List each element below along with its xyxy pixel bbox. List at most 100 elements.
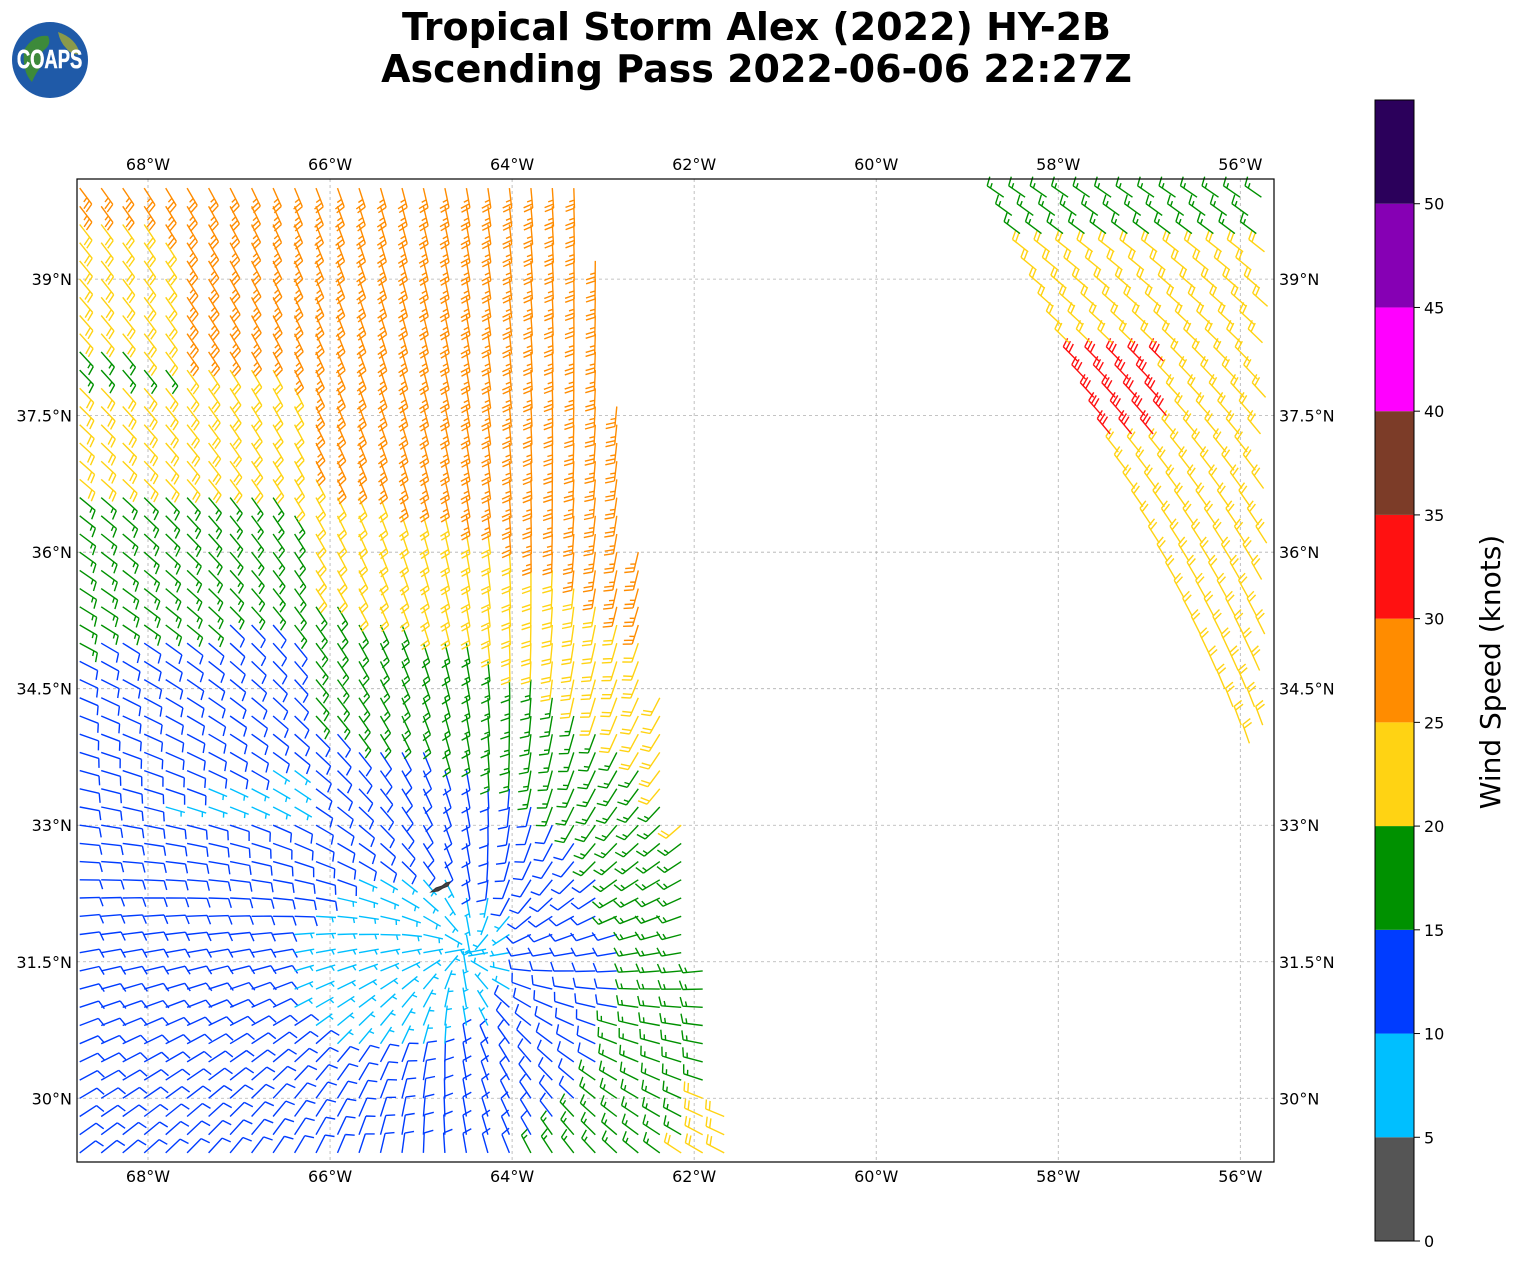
wind-barb [208, 296, 220, 323]
wind-barb [572, 977, 596, 990]
wind-barb [592, 879, 618, 893]
wind-barb [599, 715, 618, 736]
wind-barb [460, 297, 471, 323]
wind-barb [444, 948, 465, 955]
wind-barb [557, 1058, 575, 1081]
wind-barb [1059, 194, 1077, 216]
wind-barb [314, 206, 324, 232]
wind-barb [521, 606, 532, 631]
wind-barb [186, 224, 199, 250]
wind-barb [272, 679, 288, 703]
wind-barb [357, 497, 368, 523]
wind-barb [377, 388, 388, 414]
wind-barb [79, 187, 93, 213]
wind-barb [564, 315, 575, 340]
wind-barb [1029, 176, 1047, 198]
wind-barb [637, 995, 660, 1008]
wind-barb [514, 843, 532, 863]
wind-barb [186, 260, 199, 286]
wind-barb [101, 914, 126, 924]
wind-barb [143, 1103, 169, 1118]
wind-barb [358, 1011, 376, 1027]
wind-barb [444, 1038, 455, 1062]
wind-barb [1054, 230, 1072, 253]
wind-barb [165, 569, 182, 593]
chart-title-line-2: Ascending Pass 2022-06-06 22:27Z [381, 47, 1132, 91]
wind-barb [378, 460, 388, 487]
wind-barb [401, 1095, 416, 1117]
wind-barb [422, 824, 434, 851]
wind-barb [208, 497, 222, 522]
wind-barb [514, 1003, 532, 1027]
wind-barb [422, 973, 439, 990]
wind-barb [122, 1017, 148, 1027]
wind-barb [460, 260, 471, 286]
wind-barb [502, 206, 513, 231]
wind-barb [273, 915, 297, 926]
wind-barb [1020, 248, 1037, 271]
wind-barb [122, 533, 139, 557]
wind-barb [462, 1109, 472, 1135]
wind-barb [377, 260, 388, 287]
wind-barb [602, 624, 618, 646]
wind-barb [315, 406, 326, 432]
wind-barb [315, 770, 332, 793]
wind-barb [481, 661, 491, 686]
wind-barb [564, 333, 575, 358]
wind-barb [584, 479, 596, 503]
wind-barb [460, 187, 471, 213]
wind-barb [79, 260, 93, 285]
wind-barb [1182, 590, 1193, 617]
wind-barb [422, 715, 432, 742]
wind-barb [523, 260, 534, 286]
wind-barb [337, 897, 358, 907]
wind-barb [521, 624, 532, 649]
wind-barb [272, 278, 283, 305]
wind-barb [1218, 212, 1236, 235]
wind-barb [356, 351, 367, 378]
wind-barb [559, 697, 575, 719]
wind-barb [294, 1117, 315, 1136]
wind-barb [293, 315, 304, 341]
wind-barb [543, 297, 554, 322]
wind-barb [401, 961, 421, 972]
wind-barb [523, 242, 534, 268]
wind-barb [502, 315, 513, 341]
wind-barb [357, 406, 367, 432]
wind-barb [1145, 194, 1163, 216]
wind-barb [250, 351, 263, 377]
wind-barb [251, 551, 265, 577]
wind-barb [579, 1094, 596, 1118]
wind-barb [533, 843, 553, 862]
wind-barb [101, 896, 126, 907]
wind-barb [464, 916, 471, 937]
wind-barb [1242, 627, 1253, 653]
wind-barb [597, 770, 618, 789]
wind-barb [1130, 482, 1144, 508]
wind-barb [563, 515, 575, 539]
wind-barb [1114, 355, 1130, 380]
wind-barb [143, 1121, 169, 1136]
wind-barb [294, 806, 313, 821]
wind-barb [208, 1033, 234, 1045]
colorbar-tick-label: 20 [1424, 817, 1444, 836]
wind-barb [378, 533, 389, 560]
wind-barb [560, 1111, 575, 1136]
wind-barb [100, 1104, 126, 1118]
wind-barb [336, 1063, 359, 1081]
wind-barb [143, 460, 159, 485]
wind-barb [293, 406, 305, 432]
wind-barb [422, 1111, 434, 1135]
wind-barb [144, 879, 168, 891]
wind-barb [143, 697, 163, 717]
wind-barb [617, 788, 639, 806]
wind-barb [229, 242, 241, 268]
wind-barb [401, 1042, 419, 1063]
wind-barb [1242, 536, 1254, 562]
wind-barb [100, 751, 121, 769]
wind-barb [208, 551, 223, 576]
wind-barb [639, 1028, 660, 1045]
wind-barb [1216, 663, 1227, 689]
wind-barb [401, 1060, 418, 1081]
wind-barb [358, 788, 374, 813]
